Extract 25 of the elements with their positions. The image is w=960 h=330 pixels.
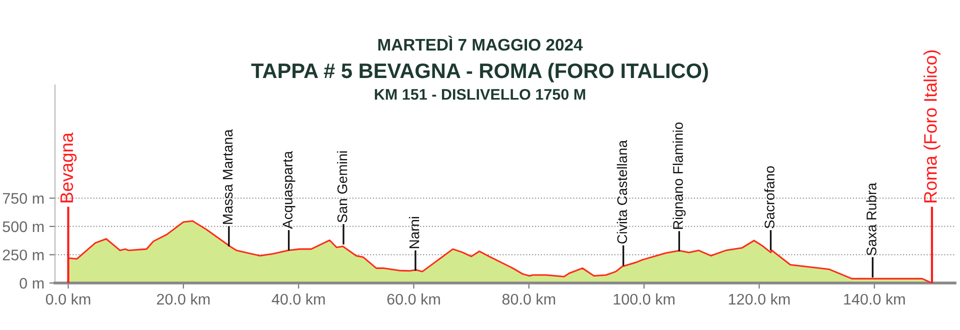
x-tick-label: 100.0 km bbox=[614, 293, 674, 305]
y-tick-label: 0 m bbox=[20, 278, 44, 289]
y-tick-label: 750 m bbox=[2, 193, 44, 204]
x-tick-label: 0.0 km bbox=[46, 293, 90, 305]
y-tick-label: 500 m bbox=[2, 221, 44, 232]
annotation: San Gemini bbox=[337, 151, 348, 222]
x-tick-label: 20.0 km bbox=[157, 293, 210, 305]
x-tick-label: 140.0 km bbox=[844, 293, 905, 305]
annotation: Narni bbox=[408, 216, 420, 248]
text: MARTEDÌ 7 MAGGIO 2024 bbox=[378, 36, 583, 51]
x-tick-label: 60.0 km bbox=[387, 293, 440, 305]
annotation: Civita Castellana bbox=[616, 140, 628, 244]
ref-line-label: Roma (Foro Italico) bbox=[924, 50, 940, 202]
x-tick-label: 120.0 km bbox=[728, 293, 790, 305]
annotation: Saxa Rubra bbox=[866, 182, 876, 256]
x-tick-label: 80.0 km bbox=[502, 293, 556, 305]
annotation: Acquasparta bbox=[282, 150, 296, 229]
annotation: Massa Martana bbox=[222, 129, 233, 224]
x-tick-label: 40.0 km bbox=[272, 293, 325, 305]
ref-line-label: Bevagna bbox=[60, 132, 77, 202]
annotation: Sacrofano bbox=[764, 166, 774, 228]
y-tick-label: 250 m bbox=[2, 250, 44, 260]
chart-subtitle: KM 151 - DISLIVELLO 1750 M bbox=[374, 88, 586, 100]
annotation: Rignano Flaminio bbox=[672, 122, 686, 229]
chart-title: TAPPA # 5 BEVAGNA - ROMA (FORO ITALICO) bbox=[251, 62, 708, 82]
